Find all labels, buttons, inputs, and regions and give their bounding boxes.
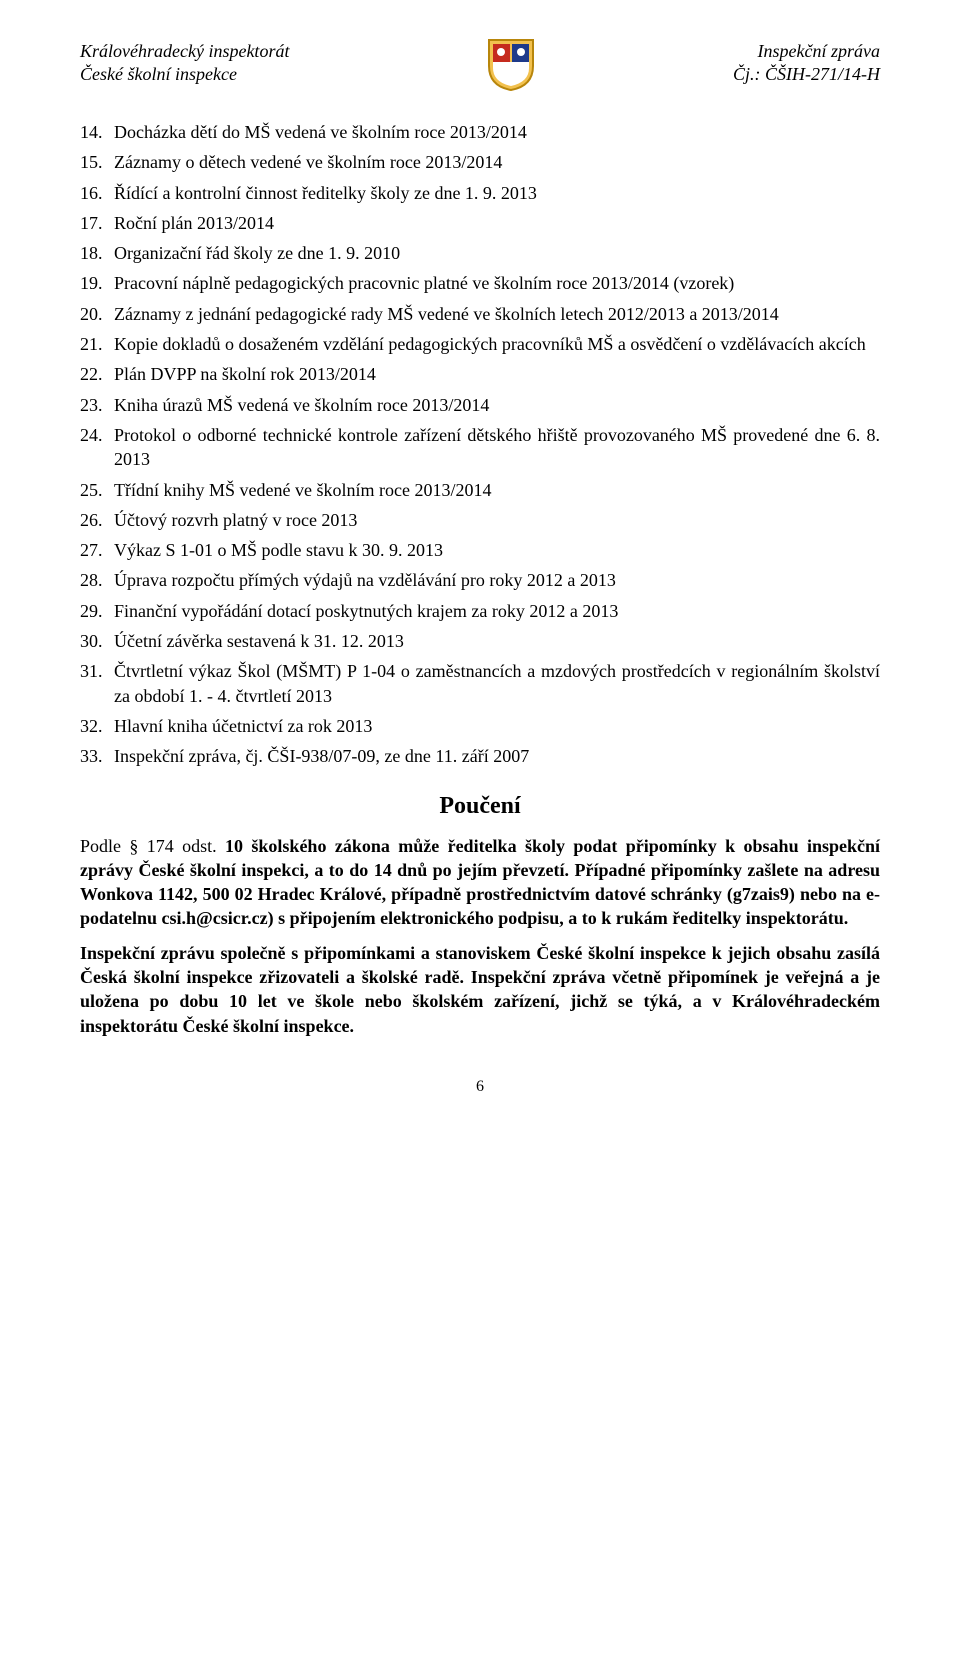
list-item: 18.Organizační řád školy ze dne 1. 9. 20… [80, 241, 880, 265]
list-item-text: Úprava rozpočtu přímých výdajů na vzdělá… [114, 568, 880, 592]
list-item-number: 16. [80, 181, 114, 205]
list-item: 31.Čtvrtletní výkaz Škol (MŠMT) P 1-04 o… [80, 659, 880, 708]
list-item: 17.Roční plán 2013/2014 [80, 211, 880, 235]
list-item: 29.Finanční vypořádání dotací poskytnutý… [80, 599, 880, 623]
list-item-number: 33. [80, 744, 114, 768]
list-item-text: Kopie dokladů o dosaženém vzdělání pedag… [114, 332, 880, 356]
list-item-text: Pracovní náplně pedagogických pracovnic … [114, 271, 880, 295]
header-right-line2: Čj.: ČŠIH-271/14-H [733, 63, 880, 86]
list-item-number: 25. [80, 478, 114, 502]
header-left: Královéhradecký inspektorát České školní… [80, 40, 289, 85]
list-item-number: 23. [80, 393, 114, 417]
list-item-text: Roční plán 2013/2014 [114, 211, 880, 235]
list-item-text: Výkaz S 1-01 o MŠ podle stavu k 30. 9. 2… [114, 538, 880, 562]
list-item-number: 24. [80, 423, 114, 472]
pouceni-paragraph-2: Inspekční zprávu společně s připomínkami… [80, 941, 880, 1038]
list-item-number: 15. [80, 150, 114, 174]
list-item: 16.Řídící a kontrolní činnost ředitelky … [80, 181, 880, 205]
list-item-number: 30. [80, 629, 114, 653]
list-item-number: 21. [80, 332, 114, 356]
header-left-line2: České školní inspekce [80, 63, 289, 86]
list-item: 20.Záznamy z jednání pedagogické rady MŠ… [80, 302, 880, 326]
list-item-number: 22. [80, 362, 114, 386]
list-item: 33.Inspekční zpráva, čj. ČŠI-938/07-09, … [80, 744, 880, 768]
list-item-text: Čtvrtletní výkaz Škol (MŠMT) P 1-04 o za… [114, 659, 880, 708]
list-item: 14.Docházka dětí do MŠ vedená ve školním… [80, 120, 880, 144]
list-item: 28.Úprava rozpočtu přímých výdajů na vzd… [80, 568, 880, 592]
list-item: 26.Účtový rozvrh platný v roce 2013 [80, 508, 880, 532]
list-item-number: 31. [80, 659, 114, 708]
list-item-number: 19. [80, 271, 114, 295]
list-item: 27.Výkaz S 1-01 o MŠ podle stavu k 30. 9… [80, 538, 880, 562]
list-item-text: Záznamy o dětech vedené ve školním roce … [114, 150, 880, 174]
list-item: 15.Záznamy o dětech vedené ve školním ro… [80, 150, 880, 174]
header-right-line1: Inspekční zpráva [733, 40, 880, 63]
list-item: 19.Pracovní náplně pedagogických pracovn… [80, 271, 880, 295]
page-header: Královéhradecký inspektorát České školní… [80, 40, 880, 92]
pouceni-p1-lead: Podle § 174 odst. [80, 836, 225, 856]
list-item-text: Docházka dětí do MŠ vedená ve školním ro… [114, 120, 880, 144]
list-item-number: 27. [80, 538, 114, 562]
list-item-number: 20. [80, 302, 114, 326]
list-item-number: 26. [80, 508, 114, 532]
list-item-number: 28. [80, 568, 114, 592]
list-item-text: Třídní knihy MŠ vedené ve školním roce 2… [114, 478, 880, 502]
list-item-text: Protokol o odborné technické kontrole za… [114, 423, 880, 472]
list-item: 32.Hlavní kniha účetnictví za rok 2013 [80, 714, 880, 738]
list-item: 30.Účetní závěrka sestavená k 31. 12. 20… [80, 629, 880, 653]
list-item-number: 14. [80, 120, 114, 144]
list-item-text: Řídící a kontrolní činnost ředitelky ško… [114, 181, 880, 205]
list-item-number: 18. [80, 241, 114, 265]
list-item: 25.Třídní knihy MŠ vedené ve školním roc… [80, 478, 880, 502]
list-item: 21.Kopie dokladů o dosaženém vzdělání pe… [80, 332, 880, 356]
list-item-text: Organizační řád školy ze dne 1. 9. 2010 [114, 241, 880, 265]
list-item: 23.Kniha úrazů MŠ vedená ve školním roce… [80, 393, 880, 417]
list-item-number: 29. [80, 599, 114, 623]
list-item: 24.Protokol o odborné technické kontrole… [80, 423, 880, 472]
list-item-text: Inspekční zpráva, čj. ČŠI-938/07-09, ze … [114, 744, 880, 768]
page-number: 6 [80, 1078, 880, 1096]
crest-icon [483, 36, 539, 92]
pouceni-p2-text: Inspekční zprávu společně s připomínkami… [80, 943, 880, 1036]
list-item-text: Finanční vypořádání dotací poskytnutých … [114, 599, 880, 623]
list-item-text: Záznamy z jednání pedagogické rady MŠ ve… [114, 302, 880, 326]
list-item-text: Plán DVPP na školní rok 2013/2014 [114, 362, 880, 386]
header-right: Inspekční zpráva Čj.: ČŠIH-271/14-H [733, 40, 880, 85]
list-item-number: 32. [80, 714, 114, 738]
pouceni-heading: Poučení [80, 793, 880, 820]
header-left-line1: Královéhradecký inspektorát [80, 40, 289, 63]
list-item-text: Kniha úrazů MŠ vedená ve školním roce 20… [114, 393, 880, 417]
list-item-number: 17. [80, 211, 114, 235]
list-item-text: Hlavní kniha účetnictví za rok 2013 [114, 714, 880, 738]
pouceni-paragraph-1: Podle § 174 odst. 10 školského zákona mů… [80, 834, 880, 931]
numbered-list: 14.Docházka dětí do MŠ vedená ve školním… [80, 120, 880, 769]
list-item-text: Účtový rozvrh platný v roce 2013 [114, 508, 880, 532]
list-item: 22.Plán DVPP na školní rok 2013/2014 [80, 362, 880, 386]
list-item-text: Účetní závěrka sestavená k 31. 12. 2013 [114, 629, 880, 653]
